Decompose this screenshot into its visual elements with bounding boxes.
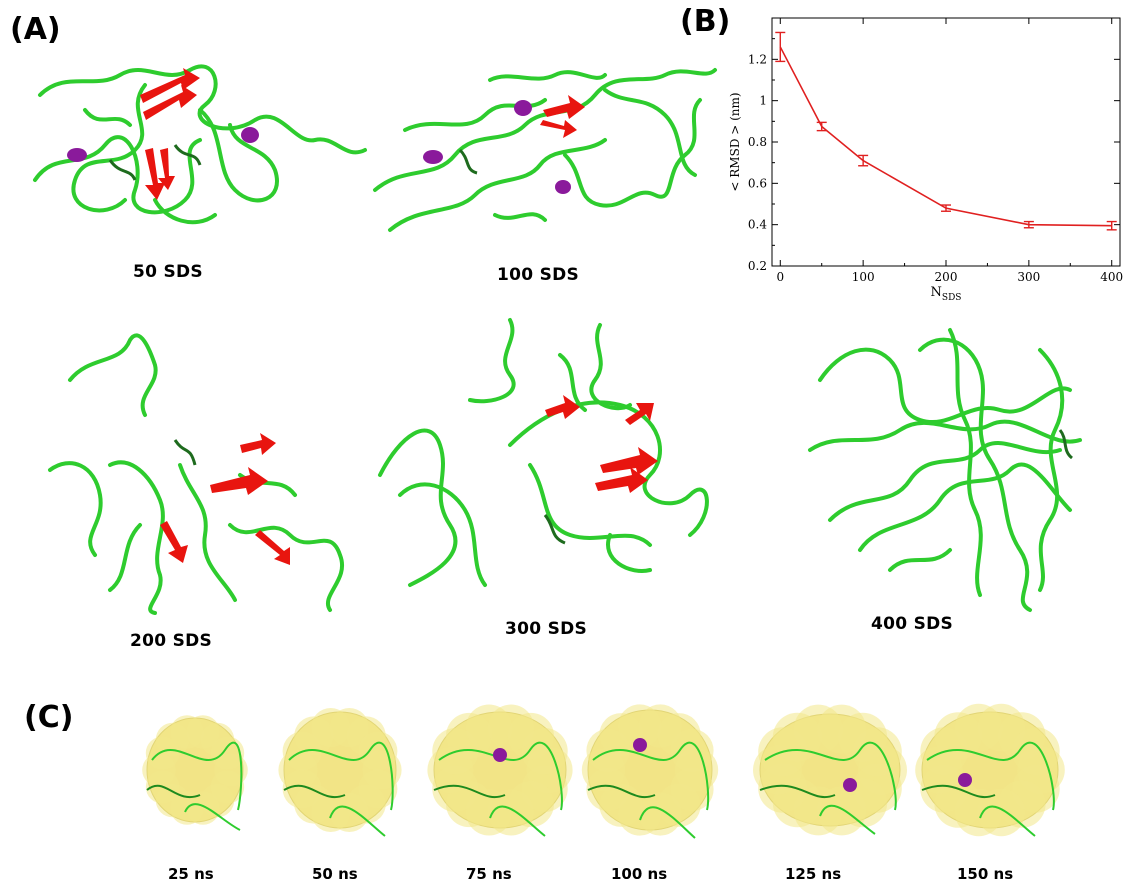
- structure-100-sds: [373, 68, 717, 232]
- micelle-snapshot: [915, 703, 1065, 837]
- micelle-snapshot: [142, 715, 248, 831]
- caption-300-sds: 300 SDS: [505, 619, 588, 639]
- chart-plot-frame: [771, 17, 1121, 267]
- panel-label-b: (B): [680, 4, 731, 39]
- snapshot-label-50-ns: 50 ns: [312, 865, 358, 883]
- micelle-snapshot: [278, 708, 402, 837]
- caption-400-sds: 400 SDS: [871, 614, 954, 634]
- structure-200-sds: [48, 333, 344, 615]
- x-tick-label: 200: [935, 270, 958, 284]
- micelle-snapshot: [581, 704, 719, 839]
- structure-400-sds: [808, 328, 1082, 612]
- y-tick-label: 0.8: [748, 135, 767, 149]
- micelle-snapshot: [427, 704, 573, 837]
- y-tick-label: 0.6: [748, 176, 767, 190]
- rmsd-series-line: [779, 46, 1112, 227]
- micelle-snapshot: [753, 704, 907, 836]
- snapshot-label-125-ns: 125 ns: [785, 865, 842, 883]
- x-tick-label: 300: [1017, 270, 1040, 284]
- y-tick-label: 0.4: [748, 218, 767, 232]
- y-tick-label: 1: [759, 94, 767, 108]
- rmsd-chart: 0 100 200 300 400 0.2 0.4 0.6 0.8 1 1.2 NSDS < RMSD …: [728, 17, 1123, 300]
- x-tick-label: 100: [852, 270, 875, 284]
- panel-label-a: (A): [10, 12, 61, 47]
- caption-200-sds: 200 SDS: [130, 631, 213, 651]
- y-axis-label: < RMSD > (nm): [728, 92, 742, 191]
- snapshot-label-150-ns: 150 ns: [957, 865, 1014, 883]
- snapshot-label-100-ns: 100 ns: [611, 865, 668, 883]
- panel-label-c: (C): [24, 700, 74, 735]
- x-axis-label: NSDS: [931, 285, 962, 300]
- structure-300-sds: [378, 318, 709, 587]
- x-tick-label: 0: [776, 270, 784, 284]
- caption-100-sds: 100 SDS: [497, 265, 580, 285]
- y-tick-label: 1.2: [748, 52, 767, 66]
- x-tick-label: 400: [1100, 270, 1123, 284]
- snapshot-label-25-ns: 25 ns: [168, 865, 214, 883]
- y-tick-label: 0.2: [748, 259, 767, 273]
- snapshot-label-75-ns: 75 ns: [466, 865, 512, 883]
- structure-50-sds: [33, 64, 367, 225]
- caption-50-sds: 50 SDS: [133, 262, 203, 282]
